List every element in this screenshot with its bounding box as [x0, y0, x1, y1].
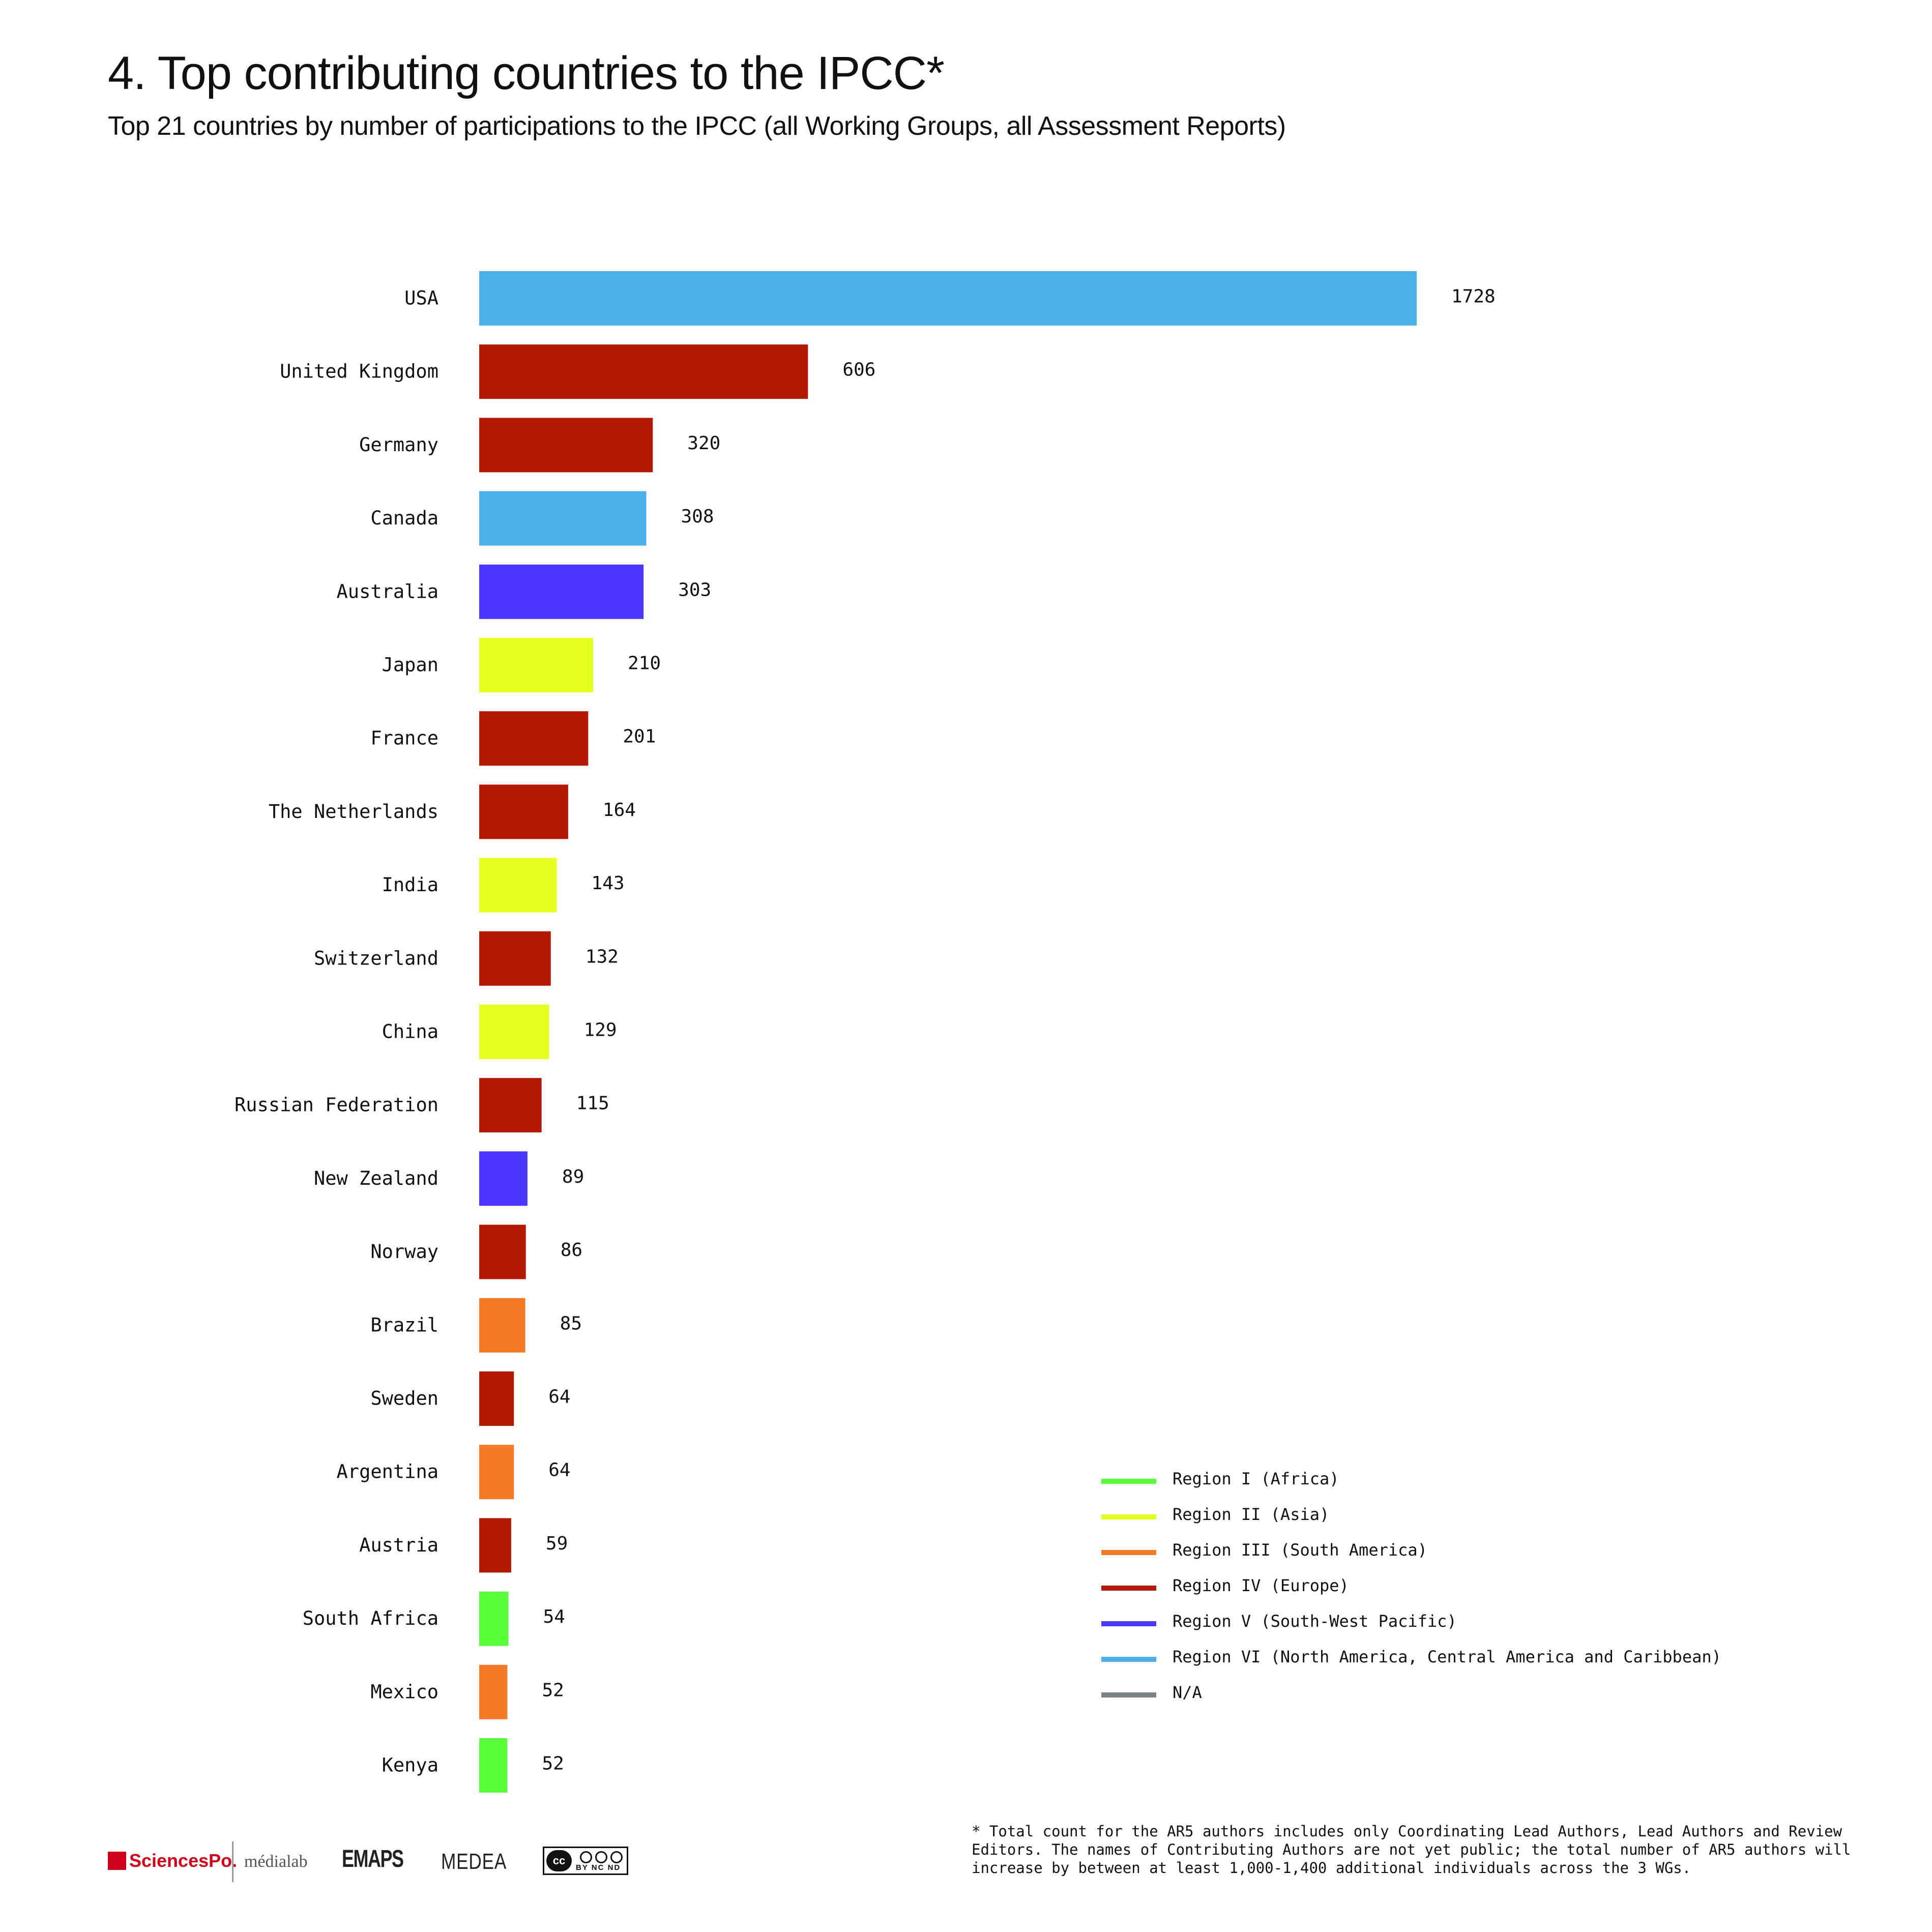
legend-label: Region IV (Europe) [1173, 1576, 1349, 1595]
category-label: Brazil [370, 1314, 438, 1336]
bar [479, 1371, 514, 1426]
value-label: 59 [546, 1533, 568, 1554]
sciencespo-logo-text: SciencesPo. [129, 1850, 238, 1871]
category-label: Austria [359, 1534, 438, 1556]
bar [479, 271, 1417, 326]
legend-label: Region II (Asia) [1173, 1505, 1330, 1524]
category-label: Japan [382, 654, 438, 676]
bar [479, 1005, 549, 1059]
legend-label: Region I (Africa) [1173, 1469, 1339, 1488]
value-label: 54 [543, 1606, 565, 1627]
category-label: India [382, 874, 438, 896]
category-label: USA [404, 287, 438, 309]
legend-label: Region V (South-West Pacific) [1173, 1612, 1457, 1631]
value-label: 606 [842, 360, 875, 380]
bar [479, 1151, 528, 1206]
category-label: Russian Federation [235, 1094, 438, 1116]
value-label: 64 [548, 1460, 570, 1481]
value-label: 164 [603, 800, 636, 821]
value-label: 1728 [1451, 286, 1496, 307]
category-label: South Africa [303, 1607, 438, 1629]
sciencespo-logo: SciencesPo. [108, 1850, 237, 1871]
legend-label: N/A [1173, 1683, 1202, 1702]
bar [479, 638, 593, 692]
category-label: Germany [359, 434, 438, 456]
value-label: 303 [678, 579, 711, 600]
category-label: Norway [370, 1241, 438, 1263]
category-label: China [382, 1021, 438, 1043]
legend-swatch [1101, 1586, 1156, 1591]
bar [479, 1224, 526, 1279]
legend-swatch [1101, 1514, 1156, 1519]
page-title: 4. Top contributing countries to the IPC… [108, 47, 945, 99]
category-label: France [370, 727, 438, 749]
medialab-logo: médialab [244, 1852, 308, 1871]
value-label: 201 [623, 726, 656, 747]
category-label: Mexico [370, 1681, 438, 1703]
legend-swatch [1101, 1479, 1156, 1484]
value-label: 89 [562, 1166, 584, 1187]
category-label: United Kingdom [280, 361, 438, 383]
logo-divider [232, 1841, 233, 1882]
bar [479, 1591, 509, 1646]
value-label: 85 [560, 1313, 582, 1334]
bar [479, 1298, 525, 1353]
value-label: 52 [542, 1753, 564, 1774]
page-subtitle: Top 21 countries by number of participat… [108, 111, 1286, 141]
value-label: 320 [687, 433, 720, 454]
legend-swatch [1101, 1657, 1156, 1662]
category-label: New Zealand [314, 1167, 438, 1189]
category-label: Sweden [370, 1388, 438, 1410]
value-label: 132 [586, 946, 619, 967]
value-label: 52 [542, 1680, 564, 1701]
category-label: Argentina [337, 1461, 438, 1483]
sciencespo-mark-icon [108, 1852, 126, 1870]
bar [479, 1738, 508, 1793]
bar [479, 344, 808, 399]
legend-label: Region III (South America) [1173, 1540, 1427, 1560]
value-label: 210 [628, 653, 661, 674]
legend-swatch [1101, 1621, 1156, 1626]
value-label: 143 [592, 873, 625, 894]
medea-logo: MEDEA [441, 1849, 507, 1874]
bar [479, 491, 647, 546]
bar [479, 931, 551, 986]
value-label: 64 [548, 1387, 570, 1408]
bar [479, 784, 568, 839]
value-label: 308 [681, 506, 714, 527]
bar [479, 418, 653, 473]
creative-commons-icon: cc BY NC ND [543, 1847, 628, 1875]
bar [479, 1664, 508, 1719]
bar [479, 858, 557, 913]
value-label: 129 [584, 1020, 617, 1041]
footnote: * Total count for the AR5 authors includ… [972, 1823, 1851, 1877]
category-label: Switzerland [314, 947, 438, 969]
legend-label: Region VI (North America, Central Americ… [1173, 1647, 1721, 1666]
legend-swatch [1101, 1550, 1156, 1555]
value-label: 115 [576, 1093, 609, 1114]
value-label: 86 [561, 1240, 582, 1261]
category-label: Kenya [382, 1754, 438, 1776]
bar [479, 1078, 542, 1133]
category-label: The Netherlands [269, 801, 438, 823]
legend-swatch [1101, 1692, 1156, 1697]
bar [479, 1518, 511, 1573]
bar [479, 564, 644, 619]
emaps-logo: EMAPS [342, 1846, 404, 1872]
bar [479, 711, 589, 766]
bar [479, 1445, 514, 1500]
category-label: Canada [370, 507, 438, 529]
category-label: Australia [337, 580, 438, 602]
